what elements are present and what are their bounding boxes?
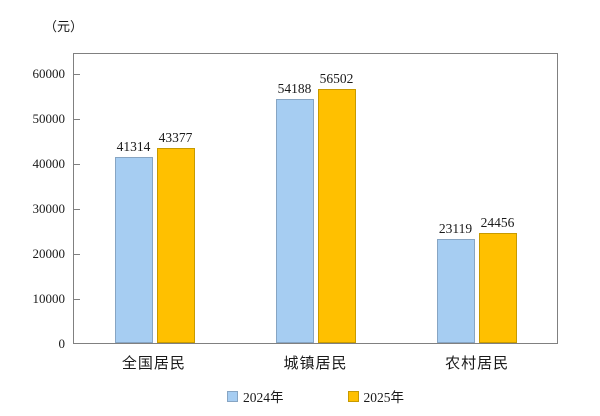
x-axis-category-label-1: 全国居民 [121, 356, 186, 372]
y-axis-tick-label: 60000 [32, 65, 66, 81]
bar-value-label: 24456 [480, 215, 515, 230]
x-axis-category-label-3: 农村居民 [445, 356, 510, 372]
y-axis-tick-label: 20000 [32, 245, 66, 261]
legend-item-2024年: 2024年 [227, 386, 284, 406]
y-axis-tick-label: 30000 [32, 200, 66, 216]
y-axis-tick-mark [74, 119, 80, 120]
y-axis-tick-label: 0 [58, 336, 66, 351]
legend-item-2025年: 2025年 [347, 386, 405, 406]
y-axis-tick-mark [74, 74, 80, 75]
y-axis-tick-label: 10000 [32, 290, 66, 306]
legend-label: 2025年 [363, 390, 405, 405]
bar-value-label: 43377 [158, 130, 193, 145]
y-axis-tick-mark [74, 299, 80, 300]
bar-group-1: 41314 43377 [74, 54, 235, 343]
bar-2024年-全国居民: 41314 [114, 139, 153, 343]
chart-legend: 2024年 2025年 [73, 386, 558, 406]
bar-group-2: 54188 56502 [235, 54, 396, 343]
bar-value-label: 56502 [319, 71, 354, 86]
x-axis-labels: 全国居民 城镇居民 农村居民 [73, 352, 558, 373]
legend-label: 2024年 [243, 390, 284, 405]
x-axis-category-label-2: 城镇居民 [283, 356, 348, 372]
bar-2025年-全国居民: 43377 [156, 130, 195, 343]
bar-group-3: 23119 24456 [396, 54, 557, 343]
bar-2025年-农村居民: 24456 [478, 215, 517, 343]
bar-value-label: 41314 [116, 139, 151, 154]
y-axis-tick-mark [74, 254, 80, 255]
legend-swatch-icon [227, 390, 238, 402]
plot-area: 41314 43377 54188 56502 23119 24456 [73, 53, 558, 344]
y-axis-tick-mark [74, 209, 80, 210]
bar-groups: 41314 43377 54188 56502 23119 24456 [74, 54, 557, 343]
y-axis-unit-label: （元） [44, 19, 84, 34]
bar-2024年-农村居民: 23119 [436, 221, 475, 343]
y-axis-tick-mark [74, 164, 80, 165]
bar-2025年-城镇居民: 56502 [317, 71, 356, 343]
legend-swatch-icon [347, 390, 359, 402]
y-axis-tick-label: 40000 [32, 155, 66, 171]
y-axis-tick-label: 50000 [32, 110, 66, 126]
bar-value-label: 23119 [438, 221, 473, 236]
bar-value-label: 54188 [277, 81, 312, 96]
bar-2024年-城镇居民: 54188 [275, 81, 314, 343]
